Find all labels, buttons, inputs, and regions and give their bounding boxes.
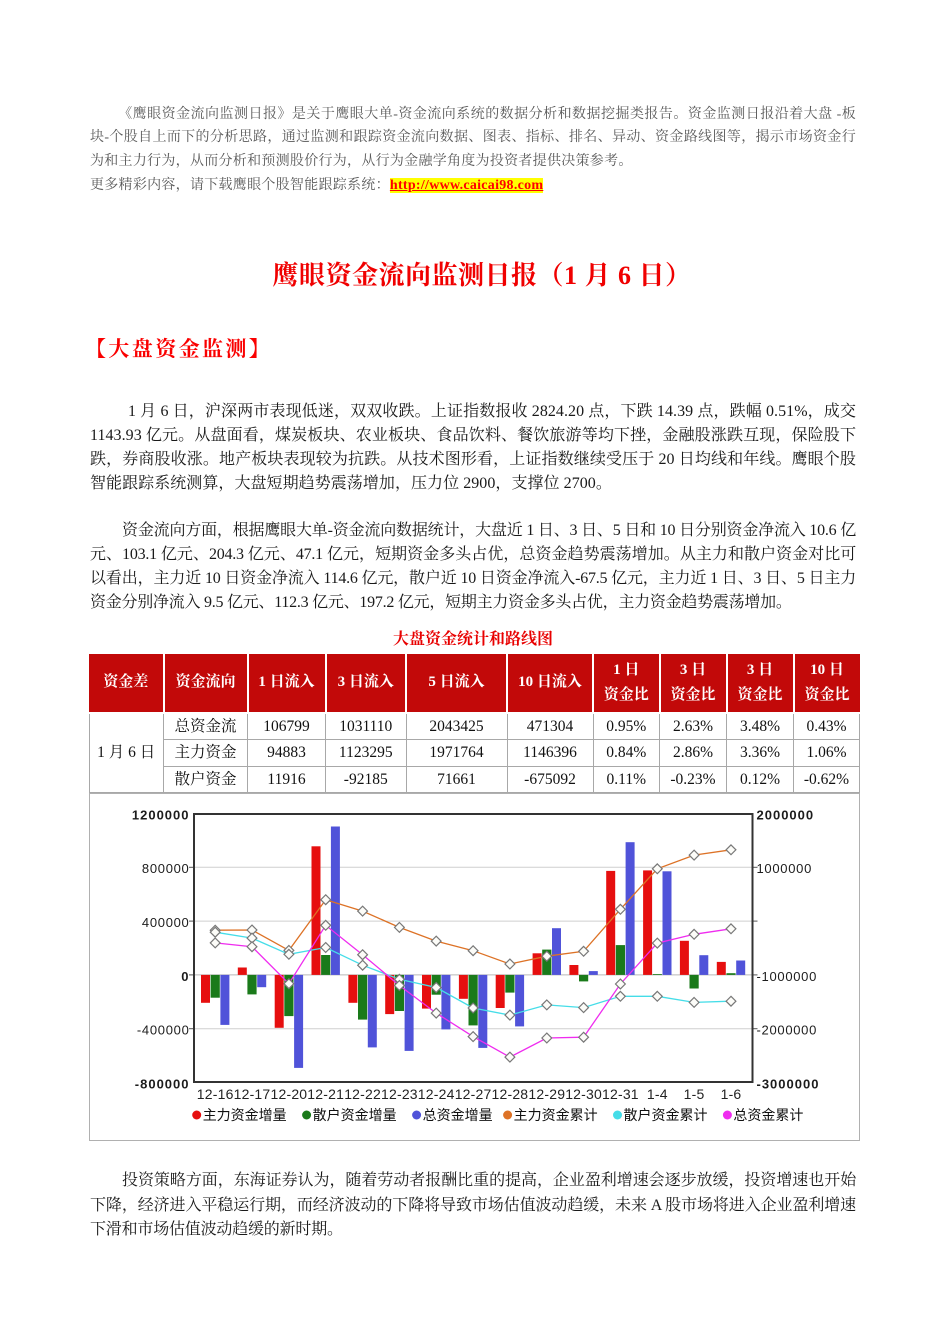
svg-text:1-4: 1-4: [646, 1086, 667, 1102]
svg-text:12-24: 12-24: [417, 1086, 454, 1102]
svg-text:12-30: 12-30: [565, 1086, 602, 1102]
svg-text:-2000000: -2000000: [756, 1022, 817, 1037]
svg-text:总资金累计: 总资金累计: [733, 1107, 803, 1123]
svg-text:-400000: -400000: [136, 1022, 189, 1037]
svg-text:12-29: 12-29: [528, 1086, 565, 1102]
svg-text:12-22: 12-22: [344, 1086, 381, 1102]
svg-text:12-16: 12-16: [196, 1086, 233, 1102]
svg-text:12-21: 12-21: [307, 1086, 344, 1102]
svg-text:散户资金增量: 散户资金增量: [312, 1107, 396, 1123]
svg-text:主力资金增量: 主力资金增量: [202, 1107, 286, 1123]
svg-text:1000000: 1000000: [756, 861, 812, 876]
svg-text:-1000000: -1000000: [756, 968, 817, 983]
svg-text:12-27: 12-27: [454, 1086, 491, 1102]
svg-text:12-31: 12-31: [601, 1086, 638, 1102]
svg-text:散户资金累计: 散户资金累计: [623, 1107, 707, 1123]
svg-text:-3000000: -3000000: [756, 1076, 819, 1091]
svg-text:12-28: 12-28: [491, 1086, 528, 1102]
svg-text:-800000: -800000: [134, 1076, 189, 1091]
svg-text:2000000: 2000000: [756, 807, 814, 822]
svg-text:12-23: 12-23: [380, 1086, 417, 1102]
svg-text:1200000: 1200000: [131, 807, 189, 822]
svg-text:主力资金累计: 主力资金累计: [513, 1107, 597, 1123]
svg-text:12-17: 12-17: [233, 1086, 270, 1102]
svg-text:800000: 800000: [141, 861, 189, 876]
svg-text:1-5: 1-5: [683, 1086, 704, 1102]
svg-text:0: 0: [181, 968, 189, 983]
svg-text:400000: 400000: [141, 915, 189, 930]
svg-text:12-20: 12-20: [270, 1086, 307, 1102]
svg-text:总资金增量: 总资金增量: [422, 1107, 492, 1123]
svg-text:1-6: 1-6: [720, 1086, 741, 1102]
